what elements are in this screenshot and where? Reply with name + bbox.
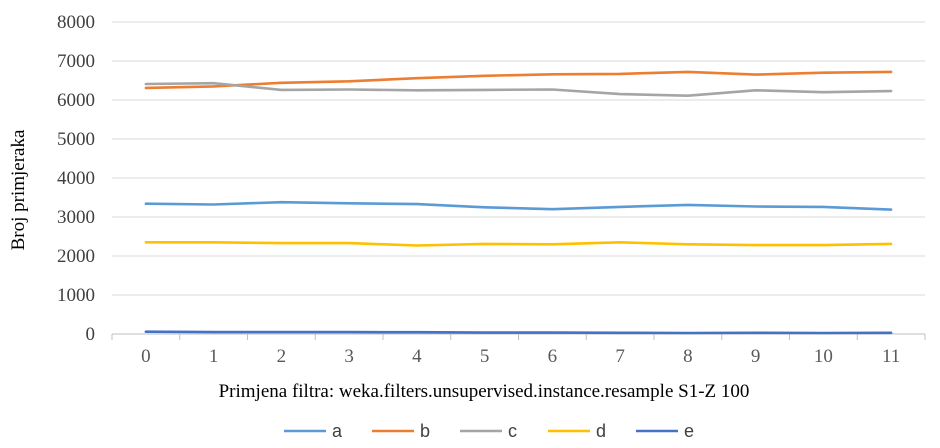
x-tick-label: 2 [277, 346, 287, 367]
x-tick-label: 3 [344, 346, 354, 367]
legend-label-d: d [596, 421, 606, 441]
y-axis-title: Broj primjeraka [8, 129, 29, 250]
series-line-b [144, 70, 893, 90]
x-tick-label: 9 [751, 346, 761, 367]
x-tick-label: 10 [814, 346, 833, 367]
series-lines [144, 70, 893, 335]
series-line-e [144, 330, 893, 335]
y-tick-label: 0 [86, 324, 96, 345]
y-tick-label: 2000 [57, 246, 95, 267]
legend-label-a: a [332, 421, 343, 441]
legend-label-c: c [508, 421, 517, 441]
legend: a b c d e [284, 421, 694, 441]
y-tick-label: 1000 [57, 285, 95, 306]
x-tick-label: 11 [882, 346, 900, 367]
x-tick-label: 6 [548, 346, 558, 367]
x-axis-title: Primjena filtra: weka.filters.unsupervis… [219, 381, 750, 402]
y-tick-label: 5000 [57, 129, 95, 150]
y-tick-label: 6000 [57, 90, 95, 111]
series-line-d [144, 241, 893, 247]
x-tick-label: 0 [141, 346, 151, 367]
legend-label-e: e [684, 421, 694, 441]
x-axis-ticks: 0 1 2 3 4 5 6 7 8 9 10 11 [111, 334, 926, 367]
y-tick-label: 8000 [57, 12, 95, 33]
x-tick-label: 5 [480, 346, 490, 367]
y-axis-ticks: 0 1000 2000 3000 4000 5000 6000 7000 8000 [57, 12, 95, 345]
y-tick-label: 3000 [57, 207, 95, 228]
y-tick-label: 7000 [57, 51, 95, 72]
x-tick-label: 1 [209, 346, 219, 367]
x-tick-label: 7 [615, 346, 625, 367]
gridlines [112, 21, 925, 335]
series-line-a [144, 200, 893, 211]
x-tick-label: 4 [412, 346, 422, 367]
x-tick-label: 8 [683, 346, 693, 367]
y-tick-label: 4000 [57, 168, 95, 189]
series-line-c [144, 81, 893, 97]
legend-label-b: b [420, 421, 430, 441]
